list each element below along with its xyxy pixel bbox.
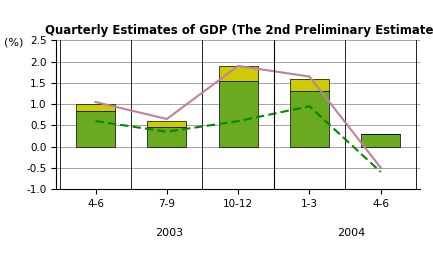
Bar xyxy=(290,92,329,147)
Bar xyxy=(147,121,187,127)
Bar xyxy=(219,81,258,147)
Text: (%): (%) xyxy=(4,38,24,48)
Bar xyxy=(76,104,115,110)
Bar xyxy=(76,110,115,147)
Bar xyxy=(219,66,258,81)
Bar xyxy=(361,134,401,147)
Text: 2003: 2003 xyxy=(155,228,183,238)
Title: Quarterly Estimates of GDP (The 2nd Preliminary Estimates): Quarterly Estimates of GDP (The 2nd Prel… xyxy=(45,23,433,36)
Bar xyxy=(147,127,187,147)
Bar xyxy=(290,79,329,92)
Text: 2004: 2004 xyxy=(337,228,365,238)
